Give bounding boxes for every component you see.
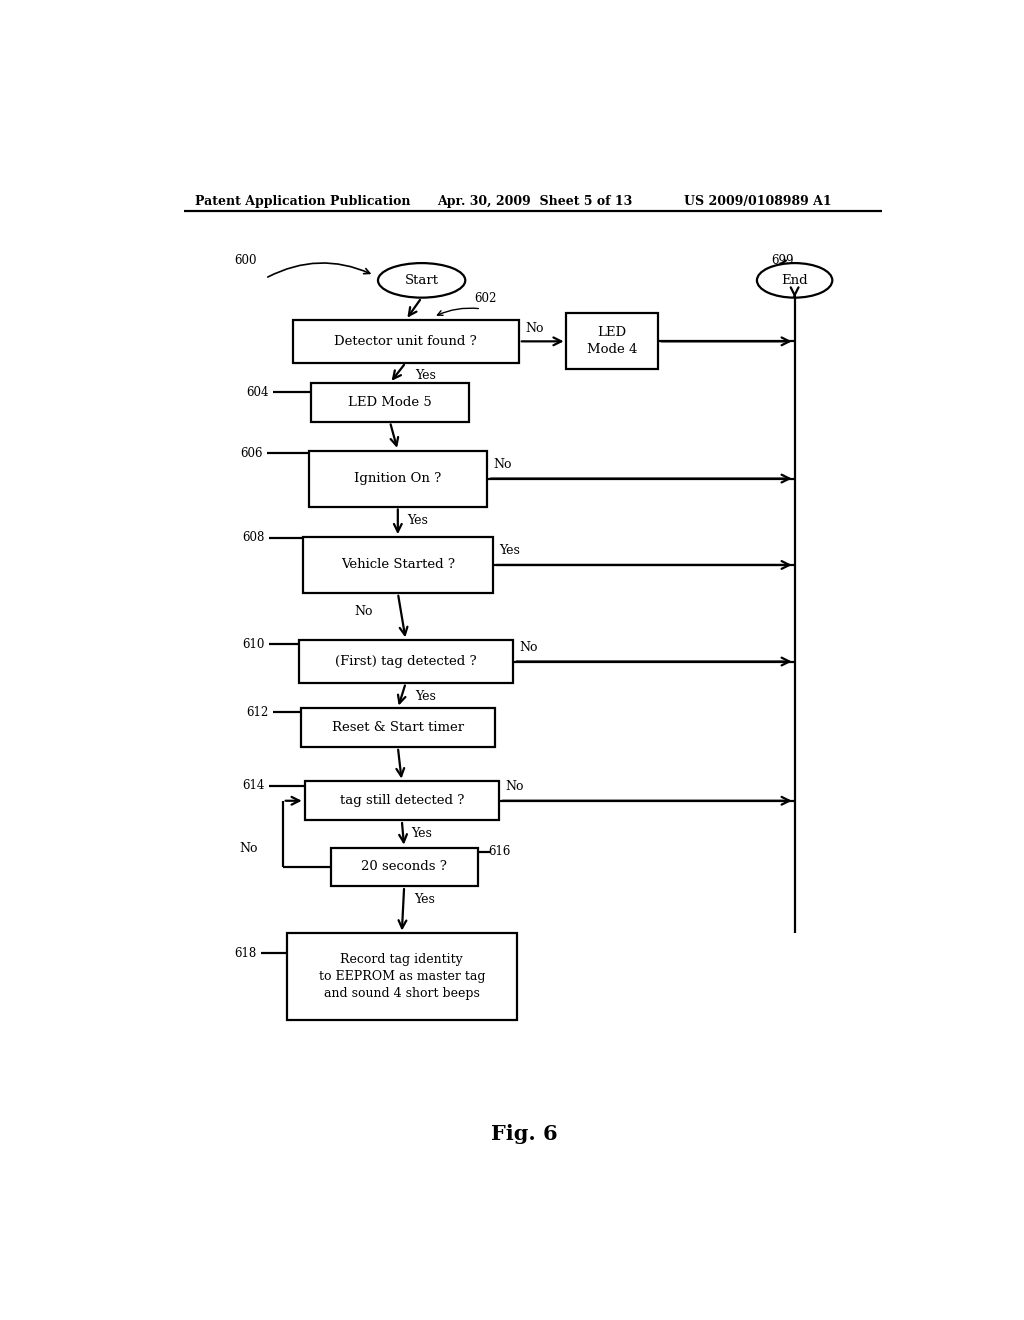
Text: 612: 612: [246, 706, 268, 719]
Ellipse shape: [378, 263, 465, 297]
Text: 618: 618: [234, 946, 257, 960]
Text: Yes: Yes: [500, 544, 520, 557]
Text: No: No: [519, 640, 538, 653]
FancyBboxPatch shape: [310, 383, 469, 421]
FancyBboxPatch shape: [303, 537, 494, 593]
Text: No: No: [506, 780, 524, 793]
Text: Apr. 30, 2009  Sheet 5 of 13: Apr. 30, 2009 Sheet 5 of 13: [437, 194, 633, 207]
Text: Yes: Yes: [408, 515, 428, 527]
Text: No: No: [494, 458, 512, 471]
FancyBboxPatch shape: [293, 319, 519, 363]
Text: Yes: Yes: [416, 370, 436, 383]
Text: 600: 600: [234, 253, 257, 267]
FancyBboxPatch shape: [287, 933, 517, 1020]
Text: No: No: [354, 605, 373, 618]
Text: LED Mode 5: LED Mode 5: [348, 396, 432, 409]
Text: 614: 614: [243, 779, 264, 792]
Text: 602: 602: [474, 292, 497, 305]
Text: No: No: [525, 322, 544, 335]
Text: Yes: Yes: [414, 892, 434, 906]
Text: Yes: Yes: [416, 689, 436, 702]
Text: Start: Start: [404, 273, 438, 286]
Text: Record tag identity
to EEPROM as master tag
and sound 4 short beeps: Record tag identity to EEPROM as master …: [318, 953, 485, 1001]
Text: 699: 699: [771, 253, 794, 267]
Text: No: No: [240, 842, 258, 855]
Text: Detector unit found ?: Detector unit found ?: [335, 335, 477, 348]
Text: 606: 606: [240, 446, 262, 459]
Text: Ignition On ?: Ignition On ?: [354, 473, 441, 484]
Text: tag still detected ?: tag still detected ?: [340, 795, 464, 808]
Text: US 2009/0108989 A1: US 2009/0108989 A1: [684, 194, 831, 207]
Text: 20 seconds ?: 20 seconds ?: [361, 861, 447, 874]
Text: Patent Application Publication: Patent Application Publication: [196, 194, 411, 207]
Text: LED
Mode 4: LED Mode 4: [587, 326, 637, 356]
Text: Vehicle Started ?: Vehicle Started ?: [341, 558, 455, 572]
FancyBboxPatch shape: [331, 847, 477, 886]
FancyBboxPatch shape: [299, 640, 513, 682]
Text: 610: 610: [243, 638, 264, 651]
Text: End: End: [781, 273, 808, 286]
Text: 616: 616: [488, 845, 511, 858]
Text: Yes: Yes: [412, 826, 432, 840]
Text: Reset & Start timer: Reset & Start timer: [332, 721, 464, 734]
FancyBboxPatch shape: [301, 709, 495, 747]
Text: 604: 604: [246, 385, 268, 399]
Text: (First) tag detected ?: (First) tag detected ?: [335, 655, 476, 668]
Text: Fig. 6: Fig. 6: [492, 1125, 558, 1144]
FancyBboxPatch shape: [308, 450, 487, 507]
FancyBboxPatch shape: [566, 313, 657, 370]
FancyBboxPatch shape: [304, 781, 499, 820]
Text: 608: 608: [243, 531, 264, 544]
Ellipse shape: [757, 263, 833, 297]
